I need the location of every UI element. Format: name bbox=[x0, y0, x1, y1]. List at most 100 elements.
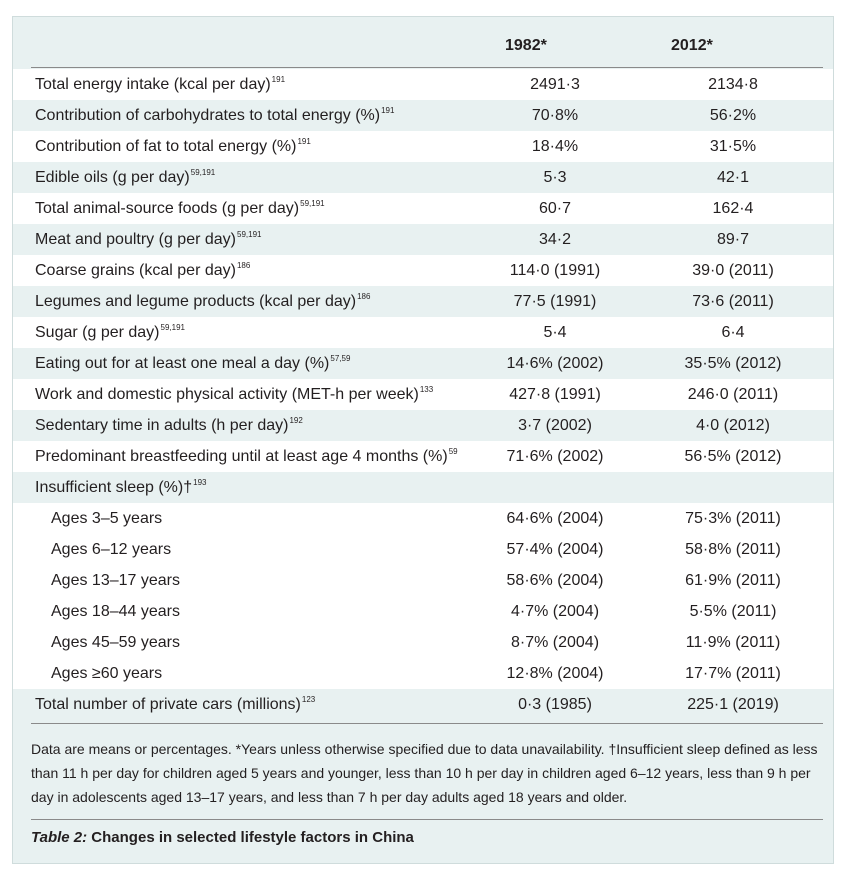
row-label: Coarse grains (kcal per day)186 bbox=[35, 255, 250, 286]
cell-1982: 57·4% (2004) bbox=[506, 541, 604, 558]
table-row: Edible oils (g per day)59,191 5·3 42·1 bbox=[13, 162, 833, 193]
row-label: Ages 6–12 years bbox=[51, 534, 171, 565]
row-label: Work and domestic physical activity (MET… bbox=[35, 379, 433, 410]
cell-2012: 75·3% (2011) bbox=[685, 510, 781, 527]
row-label: Meat and poultry (g per day)59,191 bbox=[35, 224, 261, 255]
row-label: Ages 3–5 years bbox=[51, 503, 162, 534]
table-row: Ages 13–17 years 58·6% (2004) 61·9% (2011) bbox=[13, 565, 833, 596]
table-row: Legumes and legume products (kcal per da… bbox=[13, 286, 833, 317]
row-label-text: Ages ≥60 years bbox=[51, 665, 163, 682]
cell-2012: 6·4 bbox=[721, 324, 745, 341]
reference-superscript: 59,191 bbox=[190, 168, 216, 177]
reference-superscript: 192 bbox=[289, 416, 303, 425]
cell-2012: 35·5% (2012) bbox=[684, 355, 782, 372]
row-label-text: Ages 3–5 years bbox=[51, 510, 163, 527]
cell-1982: 14·6% (2002) bbox=[506, 355, 604, 372]
row-label-text: Ages 45–59 years bbox=[51, 634, 180, 651]
cell-1982: 70·8% bbox=[531, 107, 579, 124]
row-label-text: Insufficient sleep (%)† bbox=[35, 479, 193, 496]
column-header-1982: 1982* bbox=[505, 37, 547, 54]
cell-1982: 3·7 (2002) bbox=[518, 417, 592, 434]
row-label: Legumes and legume products (kcal per da… bbox=[35, 286, 370, 317]
caption-rule bbox=[31, 819, 823, 820]
cell-2012: 58·8% (2011) bbox=[685, 541, 781, 558]
reference-superscript: 59,191 bbox=[237, 230, 262, 239]
caption-text: Changes in selected lifestyle factors in… bbox=[87, 829, 414, 846]
reference-superscript: 57,59 bbox=[330, 354, 351, 363]
header-rule bbox=[31, 67, 823, 68]
row-label: Sedentary time in adults (h per day)192 bbox=[35, 410, 303, 441]
table-row: Ages 45–59 years 8·7% (2004) 11·9% (2011) bbox=[13, 627, 833, 658]
cell-1982: 71·6% (2002) bbox=[506, 448, 604, 465]
table-row: Contribution of carbohydrates to total e… bbox=[13, 100, 833, 131]
reference-superscript: 123 bbox=[301, 695, 316, 704]
reference-superscript: 186 bbox=[357, 292, 371, 301]
cell-2012: 73·6 (2011) bbox=[692, 293, 774, 310]
row-label-text: Contribution of carbohydrates to total e… bbox=[35, 107, 381, 124]
cell-2012: 162·4 bbox=[712, 200, 754, 217]
row-label: Total number of private cars (millions)1… bbox=[35, 689, 315, 720]
row-label-text: Ages 18–44 years bbox=[51, 603, 180, 620]
cell-1982: 8·7% (2004) bbox=[510, 634, 600, 651]
row-label: Insufficient sleep (%)†193 bbox=[35, 472, 206, 503]
cell-2012: 89·7 bbox=[716, 231, 750, 248]
table-row: Ages 3–5 years 64·6% (2004) 75·3% (2011) bbox=[13, 503, 833, 534]
row-label-text: Coarse grains (kcal per day) bbox=[35, 262, 236, 279]
table-row: Contribution of fat to total energy (%)1… bbox=[13, 131, 833, 162]
row-label: Contribution of carbohydrates to total e… bbox=[35, 100, 394, 131]
row-label-text: Total energy intake (kcal per day) bbox=[35, 76, 271, 93]
cell-1982: 34·2 bbox=[538, 231, 572, 248]
table-row: Sedentary time in adults (h per day)192 3… bbox=[13, 410, 833, 441]
cell-2012: 17·7% (2011) bbox=[685, 665, 781, 682]
reference-superscript: 193 bbox=[193, 478, 207, 487]
reference-superscript: 191 bbox=[271, 75, 286, 84]
caption-label: Table 2: bbox=[31, 829, 88, 846]
table-row: Total animal-source foods (g per day)59,… bbox=[13, 193, 833, 224]
row-label-text: Eating out for at least one meal a day (… bbox=[35, 355, 330, 372]
table-row: Ages 6–12 years 57·4% (2004) 58·8% (2011) bbox=[13, 534, 833, 565]
row-label: Total animal-source foods (g per day)59,… bbox=[35, 193, 325, 224]
cell-1982: 5·3 bbox=[543, 169, 567, 186]
row-label: Sugar (g per day)59,191 bbox=[35, 317, 185, 348]
cell-2012: 61·9% (2011) bbox=[685, 572, 781, 589]
row-label-text: Meat and poultry (g per day) bbox=[35, 231, 236, 248]
table-row: Meat and poultry (g per day)59,191 34·2 89… bbox=[13, 224, 833, 255]
cell-1982: 4·7% (2004) bbox=[510, 603, 600, 620]
cell-2012: 11·9% (2011) bbox=[685, 634, 781, 651]
row-label: Contribution of fat to total energy (%)1… bbox=[35, 131, 311, 162]
row-label-text: Contribution of fat to total energy (%) bbox=[35, 138, 297, 155]
cell-1982: 2491·3 bbox=[530, 76, 580, 93]
table-row: Ages ≥60 years 12·8% (2004) 17·7% (2011) bbox=[13, 658, 833, 689]
table-row: Eating out for at least one meal a day (… bbox=[13, 348, 833, 379]
cell-1982: 5·4 bbox=[543, 324, 567, 341]
reference-superscript: 191 bbox=[297, 137, 311, 146]
cell-2012: 31·5% bbox=[709, 138, 757, 155]
row-label-text: Total number of private cars (millions) bbox=[35, 696, 301, 713]
row-label-text: Predominant breastfeeding until at least… bbox=[35, 448, 448, 465]
cell-2012: 4·0 (2012) bbox=[696, 417, 770, 434]
table-bottom-rule bbox=[31, 723, 823, 724]
row-label: Total energy intake (kcal per day)191 bbox=[35, 69, 285, 100]
cell-1982: 77·5 (1991) bbox=[513, 293, 597, 310]
cell-1982: 0·3 (1985) bbox=[518, 696, 592, 713]
row-label-text: Ages 13–17 years bbox=[51, 572, 180, 589]
table-row: Total energy intake (kcal per day)191 249… bbox=[13, 69, 833, 100]
row-label-text: Ages 6–12 years bbox=[51, 541, 172, 558]
table-footnote: Data are means or percentages. *Years un… bbox=[31, 741, 818, 805]
cell-1982: 427·8 (1991) bbox=[509, 386, 601, 403]
cell-2012: 42·1 bbox=[716, 169, 750, 186]
row-label-text: Legumes and legume products (kcal per da… bbox=[35, 293, 357, 310]
cell-2012: 2134·8 bbox=[708, 76, 758, 93]
cell-2012: 225·1 (2019) bbox=[687, 696, 779, 713]
row-label: Predominant breastfeeding until at least… bbox=[35, 441, 458, 472]
row-label: Ages 13–17 years bbox=[51, 565, 180, 596]
table-row: Work and domestic physical activity (MET… bbox=[13, 379, 833, 410]
row-label-text: Total animal-source foods (g per day) bbox=[35, 200, 300, 217]
cell-1982: 58·6% (2004) bbox=[506, 572, 604, 589]
cell-2012: 246·0 (2011) bbox=[687, 386, 779, 403]
cell-1982: 114·0 (1991) bbox=[509, 262, 601, 279]
row-label: Ages 45–59 years bbox=[51, 627, 180, 658]
reference-superscript: 59 bbox=[448, 447, 458, 456]
table-row: Predominant breastfeeding until at least… bbox=[13, 441, 833, 472]
cell-2012: 5·5% (2011) bbox=[689, 603, 777, 620]
